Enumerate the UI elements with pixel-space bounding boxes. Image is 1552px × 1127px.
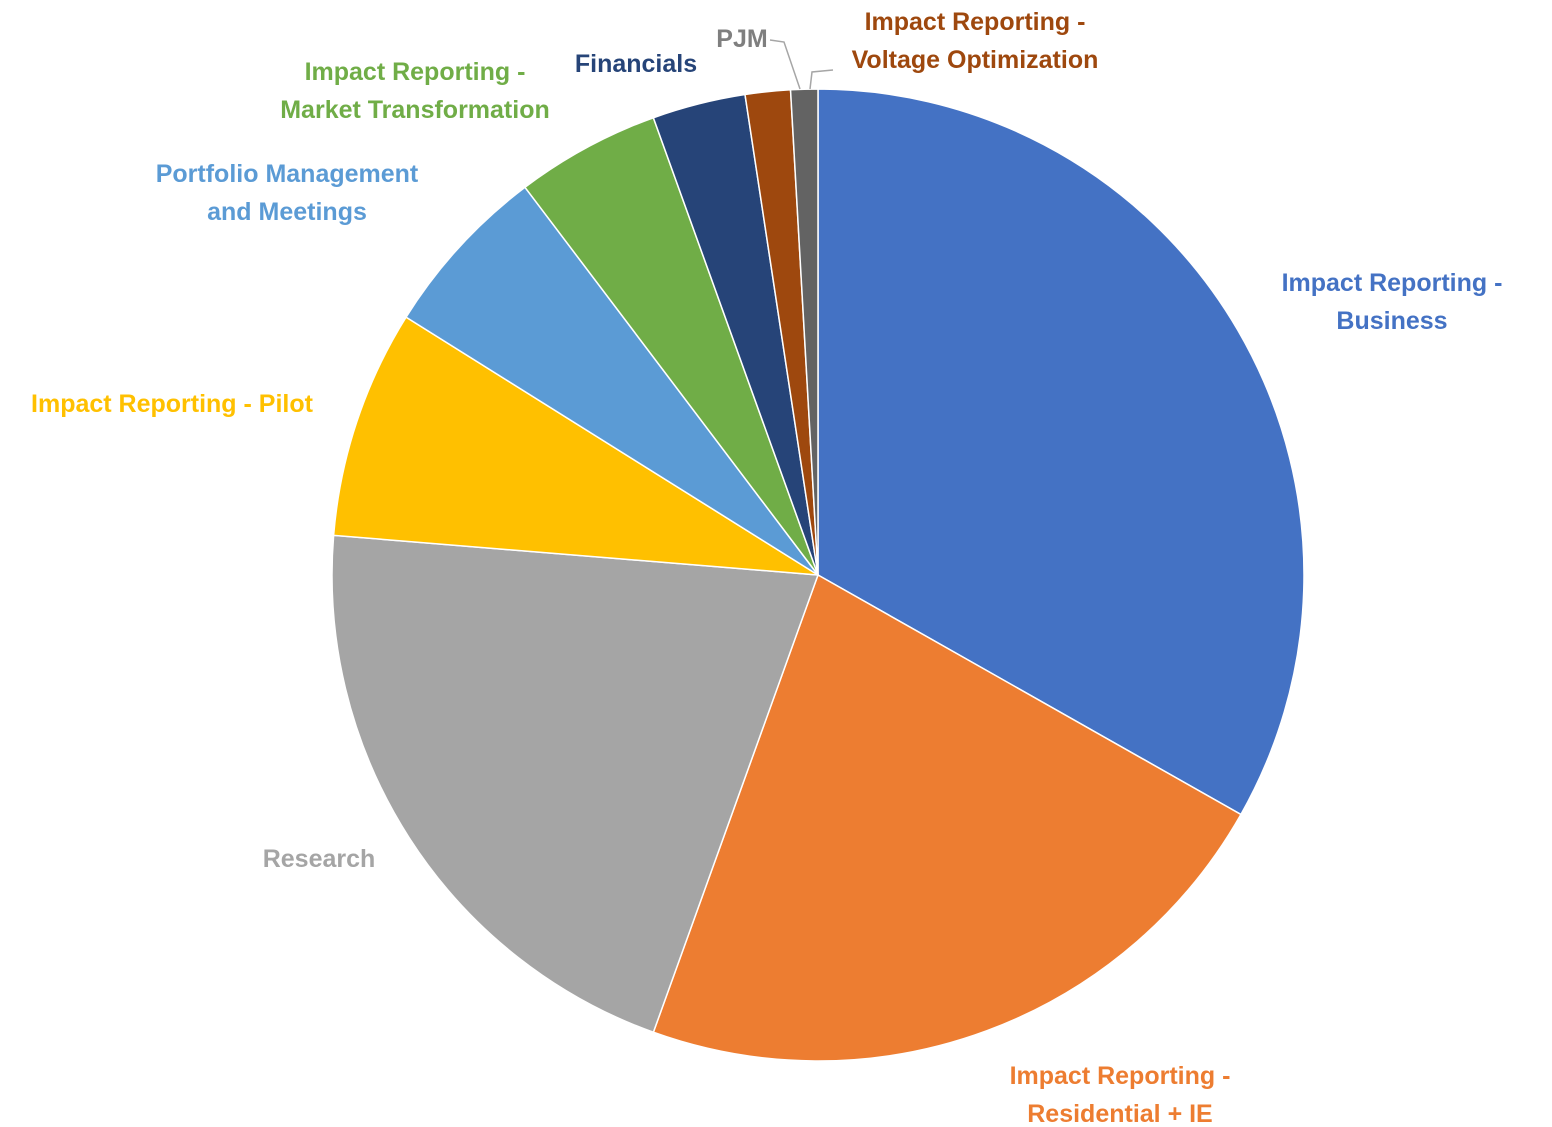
slice-label-line: Business	[1336, 307, 1447, 335]
slice-label: Research	[263, 845, 376, 873]
pie-slice	[331, 534, 820, 1034]
slice-label-line: and Meetings	[207, 198, 367, 226]
slice-label: Impact Reporting - Voltage Optimization	[852, 8, 1099, 74]
slice-label-line: PJM	[716, 25, 767, 53]
slice-label-line: Residential + IE	[1027, 1100, 1213, 1127]
slice-label: Impact Reporting - Market Transformation	[280, 58, 550, 124]
slice-label-line: Voltage Optimization	[852, 46, 1099, 74]
pie-slice	[404, 186, 819, 576]
slice-label: Impact Reporting - Business	[1282, 269, 1503, 335]
slice-label-line: Impact Reporting -	[305, 58, 526, 86]
slice-label-line: Market Transformation	[280, 96, 550, 124]
slice-label-line: Impact Reporting -	[1282, 269, 1503, 297]
slice-label: Impact Reporting - Pilot	[31, 390, 314, 418]
pie-slice	[332, 316, 819, 576]
slice-label-line: Impact Reporting -	[865, 8, 1086, 36]
slice-label-line: Research	[263, 845, 376, 873]
pie-slice	[789, 88, 819, 576]
slice-label: PJM	[716, 25, 767, 53]
pie-slice	[817, 88, 1305, 816]
leader-line	[769, 39, 801, 90]
slice-label: Financials	[575, 50, 697, 78]
slice-label-line: Financials	[575, 50, 697, 78]
slice-label-line: Impact Reporting - Pilot	[31, 390, 314, 418]
pie-slice	[652, 573, 1242, 1062]
slice-label: Portfolio Management and Meetings	[156, 160, 419, 226]
slice-label-line: Impact Reporting -	[1010, 1062, 1231, 1090]
leader-line	[809, 69, 834, 90]
slice-label: Impact Reporting - Residential + IE	[1010, 1062, 1231, 1127]
slice-label-line: Portfolio Management	[156, 160, 419, 188]
